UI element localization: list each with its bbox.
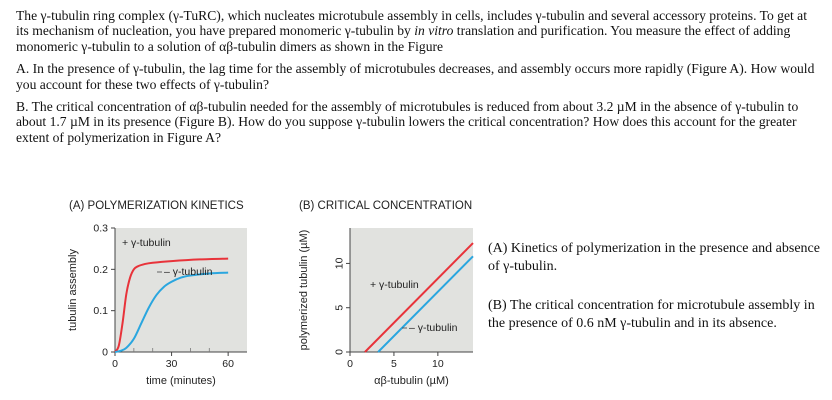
caption-b: (B) The critical concentration for micro… (488, 298, 815, 331)
series-label: – γ-tubulin (164, 266, 213, 278)
intro-text-end: translation and purification. You measur… (16, 23, 791, 54)
question-a: A. In the presence of γ-tubulin, the lag… (16, 61, 815, 92)
panel-b-plot-area (350, 228, 473, 352)
series-line-with-gamma (114, 257, 229, 353)
intro-italic: in vitro (414, 23, 454, 39)
x-tick-label: 5 (391, 358, 397, 370)
y-axis-label: tubulin assembly (67, 249, 79, 331)
x-tick-label: 10 (432, 358, 444, 370)
x-axis-label: αβ-tubulin (µM) (374, 375, 449, 387)
series-label: – γ-tubulin (409, 322, 458, 334)
x-tick-label: 60 (222, 358, 234, 370)
y-tick-label: 0.2 (93, 264, 108, 276)
series-label: + γ-tubulin (122, 237, 171, 249)
x-axis-label: time (minutes) (146, 375, 216, 387)
y-tick-label: 0.3 (93, 223, 108, 235)
series-label: + γ-tubulin (370, 279, 419, 291)
y-tick-label: 0 (102, 347, 108, 359)
panel-a-title: (A) POLYMERIZATION KINETICS (69, 200, 244, 212)
question-b: B. The critical concentration of αβ-tubu… (16, 99, 799, 145)
series-line-without-gamma (377, 255, 474, 353)
panel-a-chart: 0 0.1 0.2 0.3 0 30 60 time (minutes) tubulin ass… (67, 223, 247, 387)
panel-b-chart: 0 5 10 0 5 10 αβ-tubulin (µM) polymerized tubul… (298, 228, 474, 387)
panel-b-title: (B) CRITICAL CONCENTRATION (299, 200, 472, 212)
caption-a: (A) Kinetics of polymerization in the pr… (488, 241, 820, 274)
series-line-with-gamma (364, 242, 474, 353)
problem-intro: The γ-tubulin ring complex (γ-TuRC), whi… (16, 8, 822, 54)
y-axis-label: polymerized tubulin (µM) (298, 230, 310, 351)
x-tick-label: 30 (166, 358, 178, 370)
y-tick-label: 10 (334, 257, 346, 269)
y-tick-label: 5 (334, 305, 346, 311)
y-tick-label: 0 (334, 349, 346, 355)
x-tick-label: 0 (347, 358, 353, 370)
series-line-without-gamma (114, 271, 229, 353)
problem-text: The γ-tubulin ring complex (γ-TuRC), whi… (16, 8, 822, 152)
x-tick-label: 0 (112, 358, 118, 370)
y-tick-label: 0.1 (93, 305, 108, 317)
intro-text: The γ-tubulin ring complex (γ-TuRC), whi… (16, 8, 807, 39)
